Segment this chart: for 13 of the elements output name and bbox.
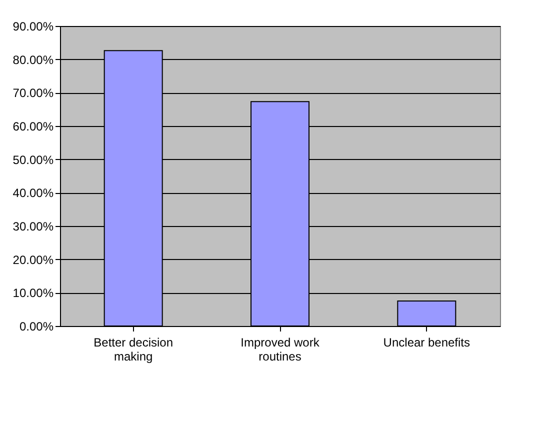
y-tick-label: 90.00% [12,20,54,34]
y-tick-label: 20.00% [12,252,54,267]
y-tick-label: 0.00% [19,320,54,334]
y-tick-label: 60.00% [12,120,54,134]
y-tick-label: 40.00% [12,186,54,200]
x-tick-label: Improved work routines [240,336,320,364]
y-tick-label: 50.00% [12,152,54,167]
y-tick-label: 80.00% [12,52,54,67]
y-tick-label: 30.00% [12,220,54,234]
x-tick-label: Unclear benefits [383,336,470,350]
x-tick-label: Better decision making [94,336,174,364]
y-tick-label: 70.00% [12,86,54,100]
y-tick-label: 10.00% [12,286,54,300]
